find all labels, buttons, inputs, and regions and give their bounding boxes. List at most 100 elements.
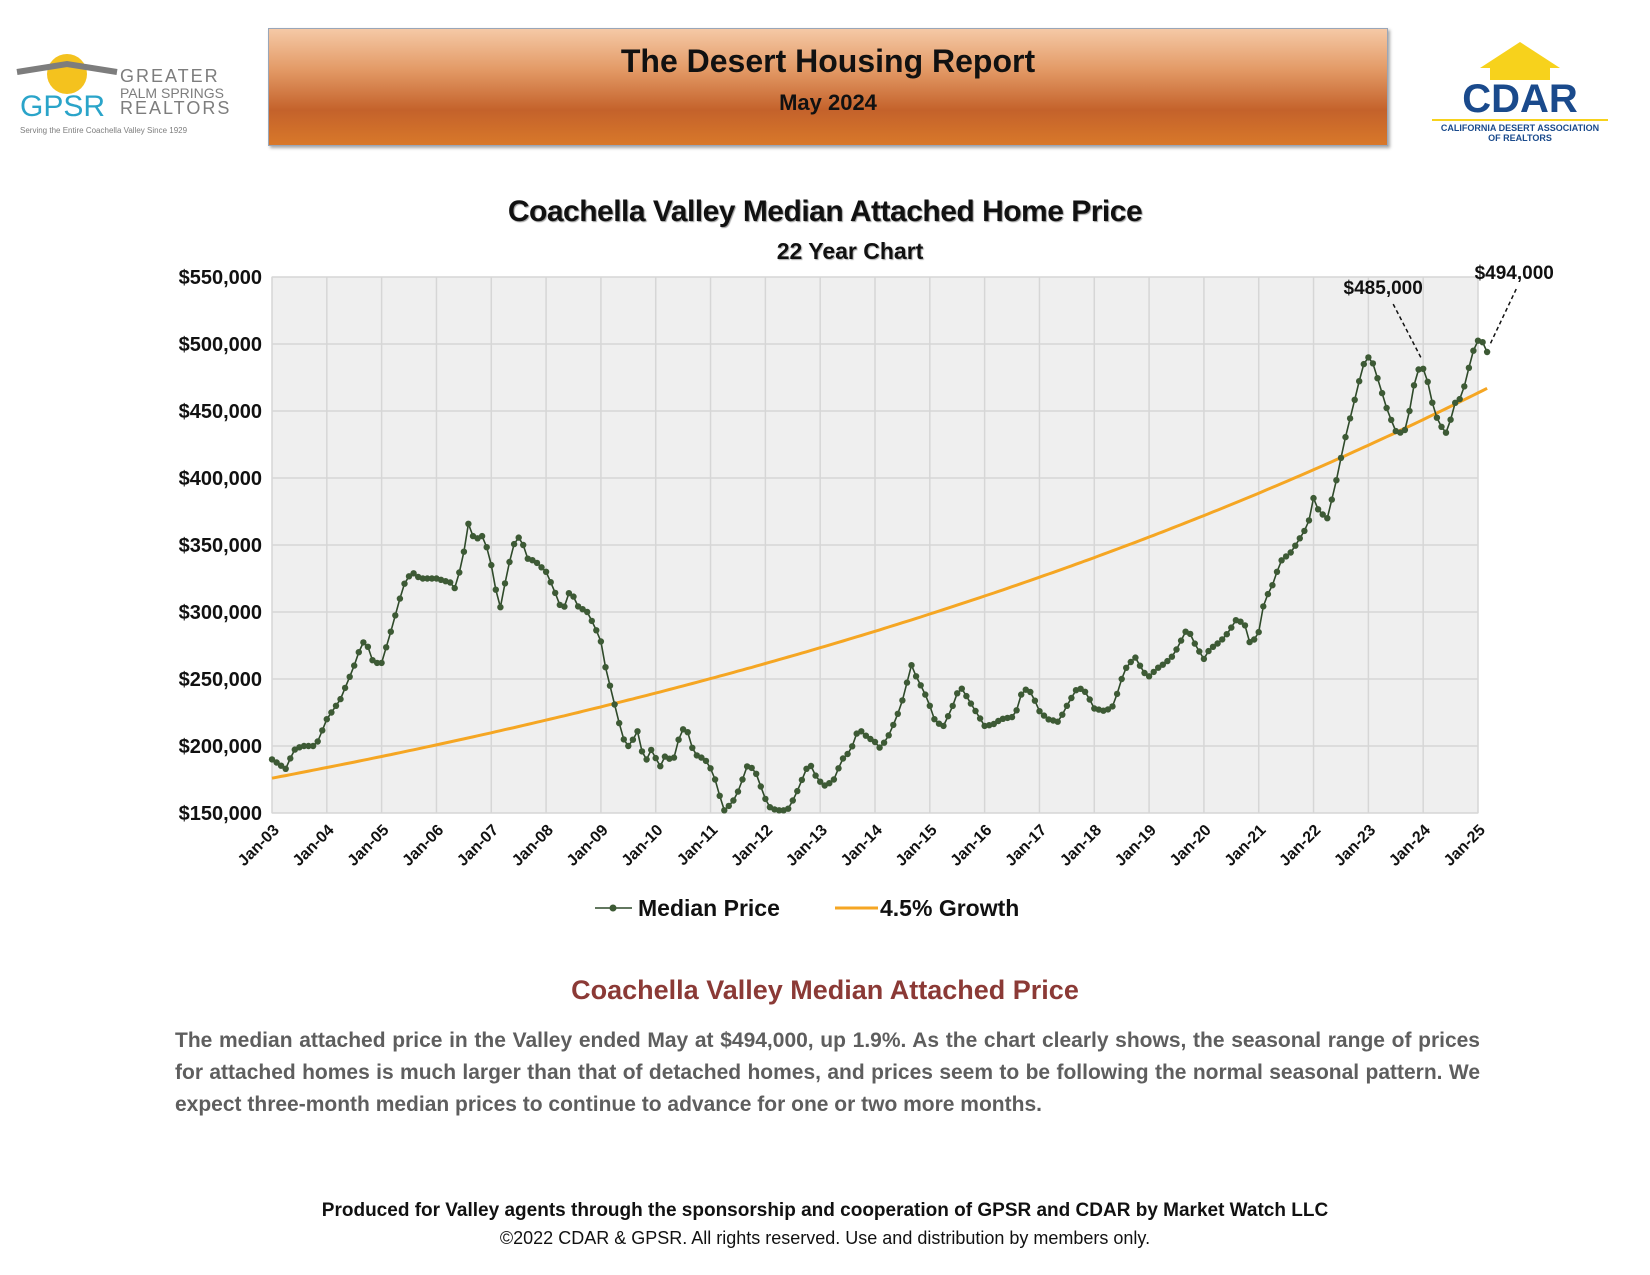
median-price-point xyxy=(1292,542,1299,549)
median-price-point xyxy=(748,764,755,772)
median-price-point xyxy=(734,788,742,795)
median-price-point xyxy=(1388,416,1395,424)
median-price-point xyxy=(533,559,541,567)
x-tick-label: Jan-13 xyxy=(783,822,831,870)
x-tick-label: Jan-09 xyxy=(564,822,612,870)
median-price-point xyxy=(483,544,490,551)
median-price-point xyxy=(1008,713,1016,721)
median-price-point xyxy=(1461,383,1468,390)
x-tick-label: Jan-07 xyxy=(454,822,502,870)
median-price-point xyxy=(319,727,326,734)
gpsr-line2: PALM SPRINGS xyxy=(120,85,224,101)
median-price-point xyxy=(1442,429,1450,436)
median-price-point xyxy=(1127,658,1135,666)
median-price-point xyxy=(954,690,961,697)
median-price-point xyxy=(1365,354,1372,361)
median-price-point xyxy=(762,795,769,803)
x-tick-label: Jan-11 xyxy=(674,822,721,869)
median-price-point xyxy=(1438,423,1445,430)
median-price-point xyxy=(419,575,426,582)
median-price-point xyxy=(1068,694,1075,702)
median-price-point xyxy=(1159,661,1167,668)
median-price-point xyxy=(1333,477,1340,484)
median-price-point xyxy=(689,744,696,751)
median-price-point xyxy=(721,807,728,814)
chart-subtitle: 22 Year Chart xyxy=(776,238,924,264)
median-price-point xyxy=(944,713,952,720)
median-price-point xyxy=(277,762,285,769)
median-price-point xyxy=(1319,511,1326,518)
y-tick-label: $150,000 xyxy=(179,803,262,825)
median-price-point xyxy=(1324,515,1331,522)
x-tick-label: Jan-22 xyxy=(1277,822,1325,870)
median-price-point xyxy=(305,742,312,750)
median-price-point xyxy=(1401,426,1409,434)
median-price-point xyxy=(1483,348,1491,356)
median-price-point xyxy=(451,584,458,592)
median-price-point xyxy=(1328,496,1336,503)
median-price-point xyxy=(606,682,614,689)
legend-growth-label: 4.5% Growth xyxy=(880,895,1019,921)
median-price-point xyxy=(510,540,518,548)
median-price-point xyxy=(373,659,381,667)
report-header-banner: The Desert Housing Report May 2024 xyxy=(268,28,1388,146)
gpsr-line1: GREATER xyxy=(120,66,220,86)
median-price-point xyxy=(698,754,705,761)
x-tick-label: Jan-18 xyxy=(1057,822,1105,870)
median-price-point xyxy=(648,746,655,754)
median-price-point xyxy=(328,709,335,716)
x-tick-label: Jan-03 xyxy=(235,822,283,870)
median-price-point xyxy=(702,757,710,765)
median-price-point xyxy=(867,735,874,743)
median-price-point xyxy=(565,590,573,597)
median-price-point xyxy=(1036,708,1043,715)
median-price-point xyxy=(1040,712,1048,719)
median-price-point xyxy=(862,732,870,739)
y-tick-label: $550,000 xyxy=(179,267,262,289)
median-price-point xyxy=(1054,718,1061,725)
gpsr-acronym: GPSR xyxy=(20,90,105,123)
median-price-point xyxy=(638,748,646,755)
median-price-point xyxy=(812,772,819,779)
median-price-point xyxy=(506,558,513,566)
median-price-point xyxy=(410,570,417,577)
y-tick-label: $400,000 xyxy=(179,468,262,490)
median-price-point xyxy=(309,742,317,750)
median-price-point xyxy=(488,561,495,569)
median-price-point xyxy=(1241,622,1249,629)
median-price-point xyxy=(711,776,719,783)
house-body-icon xyxy=(1490,66,1550,80)
median-price-point xyxy=(1164,657,1171,665)
median-price-point xyxy=(1433,414,1441,421)
median-price-point xyxy=(602,664,609,671)
median-price-point xyxy=(949,702,956,710)
annotation-label: $494,000 xyxy=(1475,263,1554,284)
median-price-point xyxy=(1191,640,1199,647)
x-tick-label: Jan-20 xyxy=(1167,822,1215,870)
gpsr-tagline: Serving the Entire Coachella Valley Sinc… xyxy=(20,126,188,135)
median-price-point xyxy=(858,728,865,735)
growth-trend-line xyxy=(271,386,1488,780)
gpsr-logo: GPSR GREATER PALM SPRINGS REALTORS Servi… xyxy=(16,54,229,135)
median-price-point xyxy=(789,797,796,804)
median-price-point xyxy=(1237,618,1244,625)
median-price-point xyxy=(383,644,390,651)
median-price-point xyxy=(885,732,892,739)
median-price-point xyxy=(835,765,842,772)
median-price-point xyxy=(807,762,815,770)
median-price-point xyxy=(1420,365,1427,372)
median-price-point xyxy=(282,765,289,772)
median-price-point xyxy=(1018,691,1025,698)
x-tick-label: Jan-05 xyxy=(345,822,393,870)
median-price-point xyxy=(625,742,632,750)
median-price-point xyxy=(1013,707,1020,714)
median-price-point xyxy=(1136,662,1144,669)
x-tick-label: Jan-12 xyxy=(728,822,776,870)
median-price-point xyxy=(1287,549,1294,556)
median-price-point xyxy=(1219,636,1226,643)
median-price-point xyxy=(917,682,924,689)
median-price-point xyxy=(497,604,504,611)
median-price-point xyxy=(1374,375,1381,382)
median-price-point xyxy=(912,673,920,680)
median-price-point xyxy=(1369,360,1377,367)
